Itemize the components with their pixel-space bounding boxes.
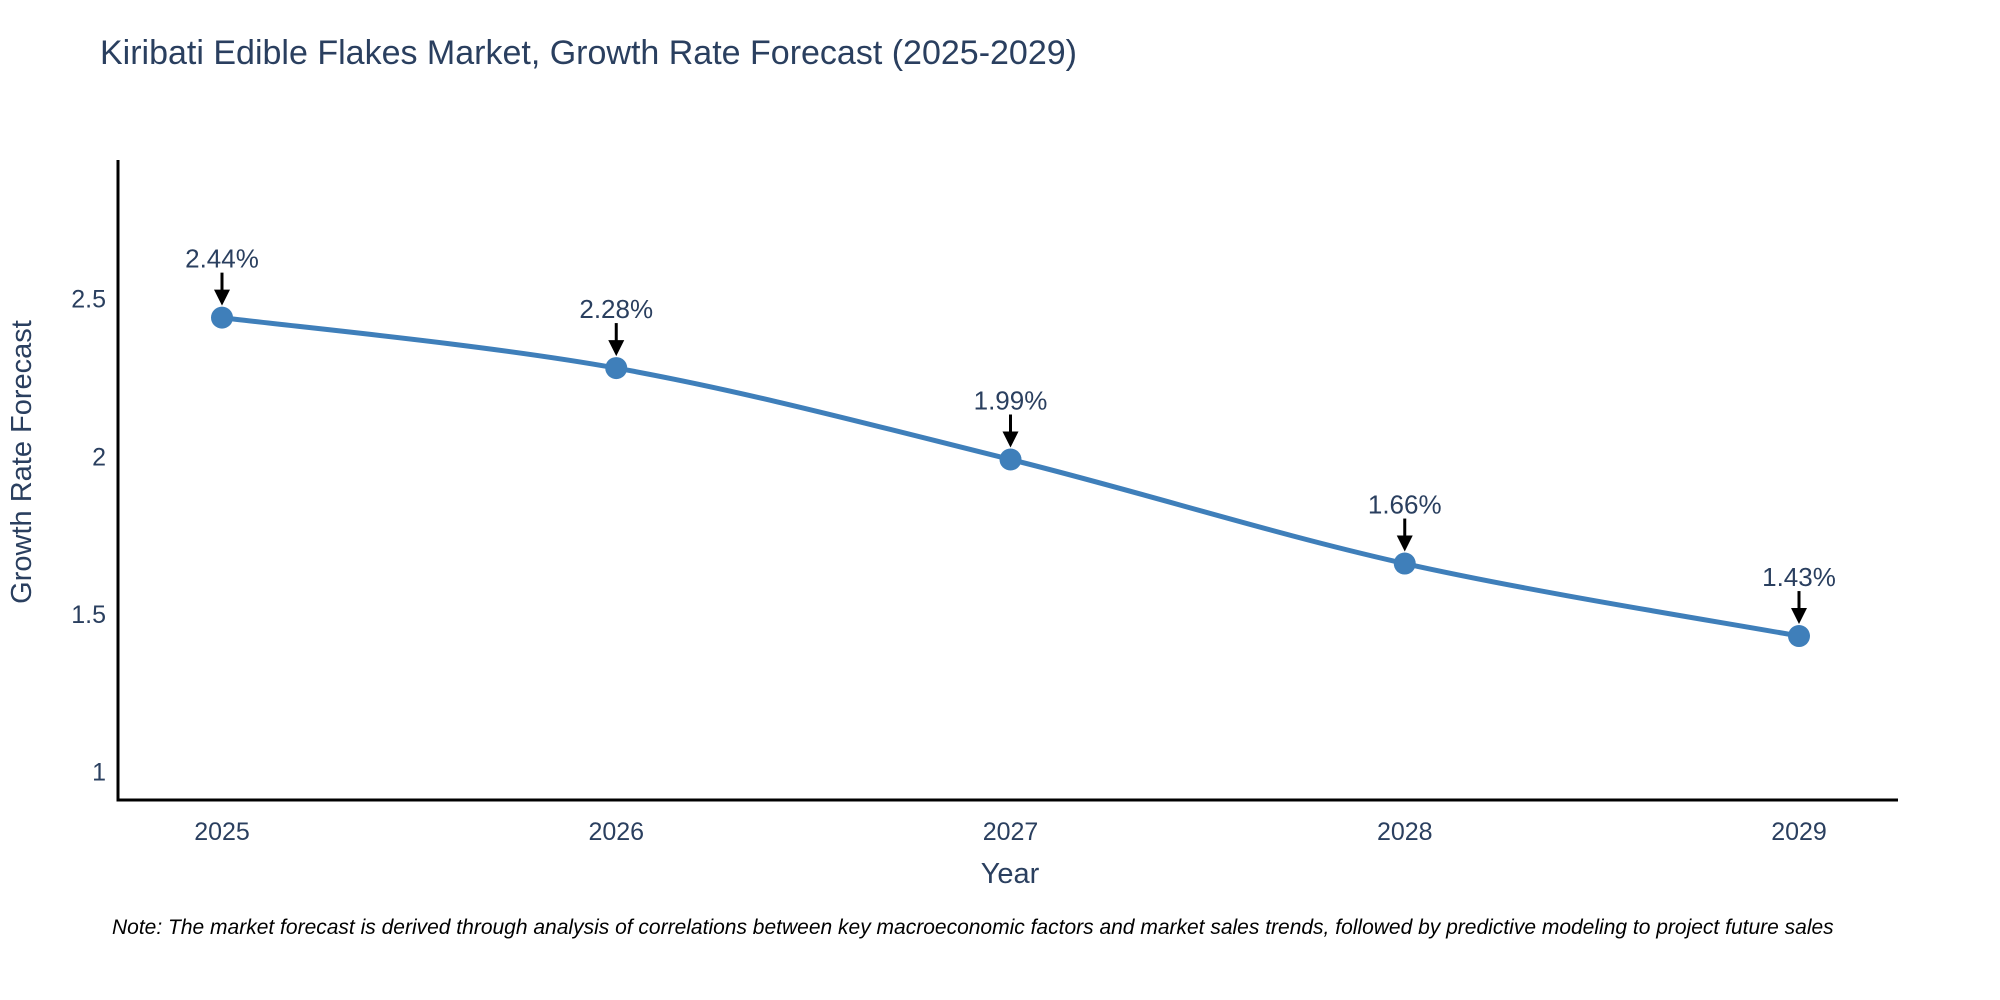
y-tick-label: 1.5 [71, 601, 106, 629]
annotation-arrowhead-icon [1396, 535, 1413, 552]
data-point-2028[interactable] [1393, 552, 1416, 575]
annotation-label: 1.43% [1762, 562, 1836, 592]
annotation-arrowhead-icon [1791, 608, 1807, 625]
data-point-2027[interactable] [999, 448, 1022, 471]
data-point-2026[interactable] [605, 357, 628, 380]
annotation-label: 2.28% [579, 294, 653, 324]
chart-title: Kiribati Edible Flakes Market, Growth Ra… [100, 34, 1077, 72]
annotation-label: 1.66% [1368, 490, 1442, 520]
y-tick-label: 2.5 [71, 286, 106, 314]
x-tick-label: 2029 [1771, 818, 1827, 846]
data-point-2025[interactable] [211, 306, 233, 329]
x-tick-label: 2025 [194, 818, 250, 846]
y-tick-label: 1 [92, 759, 106, 787]
data-point-2029[interactable] [1788, 625, 1810, 648]
annotation-label: 1.99% [974, 386, 1048, 416]
y-axis-title: Growth Rate Forecast [6, 320, 38, 604]
annotation-arrowhead-icon [214, 289, 230, 306]
forecast-line [221, 315, 1800, 639]
x-tick-label: 2026 [588, 818, 644, 846]
annotation-arrowhead-icon [1002, 431, 1019, 448]
x-axis-title: Year [980, 858, 1040, 890]
annotation-label: 2.44% [185, 244, 259, 274]
x-tick-label: 2028 [1377, 818, 1433, 846]
x-tick-label: 2027 [983, 818, 1039, 846]
y-tick-label: 2 [92, 443, 106, 471]
annotation-arrowhead-icon [608, 340, 625, 357]
footnote: Note: The market forecast is derived thr… [112, 916, 1834, 939]
